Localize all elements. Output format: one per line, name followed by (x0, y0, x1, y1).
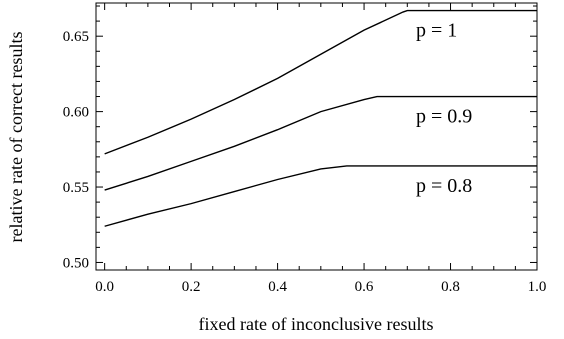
y-tick-label: 0.50 (63, 255, 89, 271)
x-tick-label: 0.0 (95, 279, 114, 295)
series-line (104, 9, 537, 155)
y-tick-label: 0.65 (63, 29, 89, 45)
y-tick-label: 0.60 (63, 105, 89, 121)
x-tick-label: 0.4 (268, 279, 287, 295)
x-axis-title: fixed rate of inconclusive results (199, 314, 434, 334)
series-label: p = 0.9 (416, 106, 472, 128)
x-tick-label: 0.2 (182, 279, 201, 295)
series-label: p = 0.8 (416, 175, 472, 197)
series-labels: p = 1 p = 0.9 p = 0.8 (416, 20, 472, 197)
series-lines (104, 9, 537, 227)
plot-frame (95, 2, 538, 271)
x-tick-label: 0.6 (355, 279, 374, 295)
series-line (104, 95, 537, 191)
y-axis-title: relative rate of correct results (6, 32, 26, 243)
axis-ticks (96, 3, 538, 270)
tick-labels: 0.0 0.2 0.4 0.6 0.8 1.0 0.50 0.55 0.60 0.65 (63, 29, 547, 295)
series-line (104, 165, 537, 227)
x-tick-label: 1.0 (528, 279, 547, 295)
y-tick-label: 0.55 (63, 180, 89, 196)
x-tick-label: 0.8 (441, 279, 460, 295)
series-label: p = 1 (416, 20, 457, 42)
